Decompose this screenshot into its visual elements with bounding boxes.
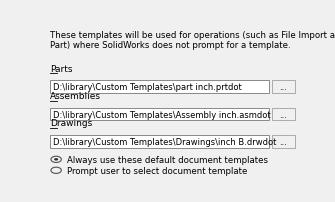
Text: Always use these default document templates: Always use these default document templa…: [67, 155, 268, 164]
FancyBboxPatch shape: [50, 81, 269, 94]
Text: Part) where SolidWorks does not prompt for a template.: Part) where SolidWorks does not prompt f…: [50, 41, 290, 49]
Text: ...: ...: [279, 83, 287, 92]
Text: These templates will be used for operations (such as File Import and Mirror: These templates will be used for operati…: [50, 31, 335, 40]
Circle shape: [54, 158, 58, 161]
Text: D:\library\Custom Templates\Assembly inch.asmdot: D:\library\Custom Templates\Assembly inc…: [53, 110, 270, 119]
FancyBboxPatch shape: [272, 108, 295, 121]
FancyBboxPatch shape: [50, 136, 269, 148]
Text: Parts: Parts: [50, 64, 72, 73]
FancyBboxPatch shape: [272, 81, 295, 94]
Circle shape: [51, 167, 61, 174]
Text: D:\library\Custom Templates\Drawings\inch B.drwdot: D:\library\Custom Templates\Drawings\inc…: [53, 137, 276, 146]
Text: ...: ...: [279, 110, 287, 119]
Text: D:\library\Custom Templates\part inch.prtdot: D:\library\Custom Templates\part inch.pr…: [53, 83, 242, 92]
FancyBboxPatch shape: [272, 136, 295, 148]
Circle shape: [51, 156, 61, 163]
Text: ...: ...: [279, 137, 287, 146]
Text: Assemblies: Assemblies: [50, 92, 100, 100]
Text: Prompt user to select document template: Prompt user to select document template: [67, 166, 247, 175]
FancyBboxPatch shape: [50, 108, 269, 121]
Text: Drawings: Drawings: [50, 119, 92, 128]
